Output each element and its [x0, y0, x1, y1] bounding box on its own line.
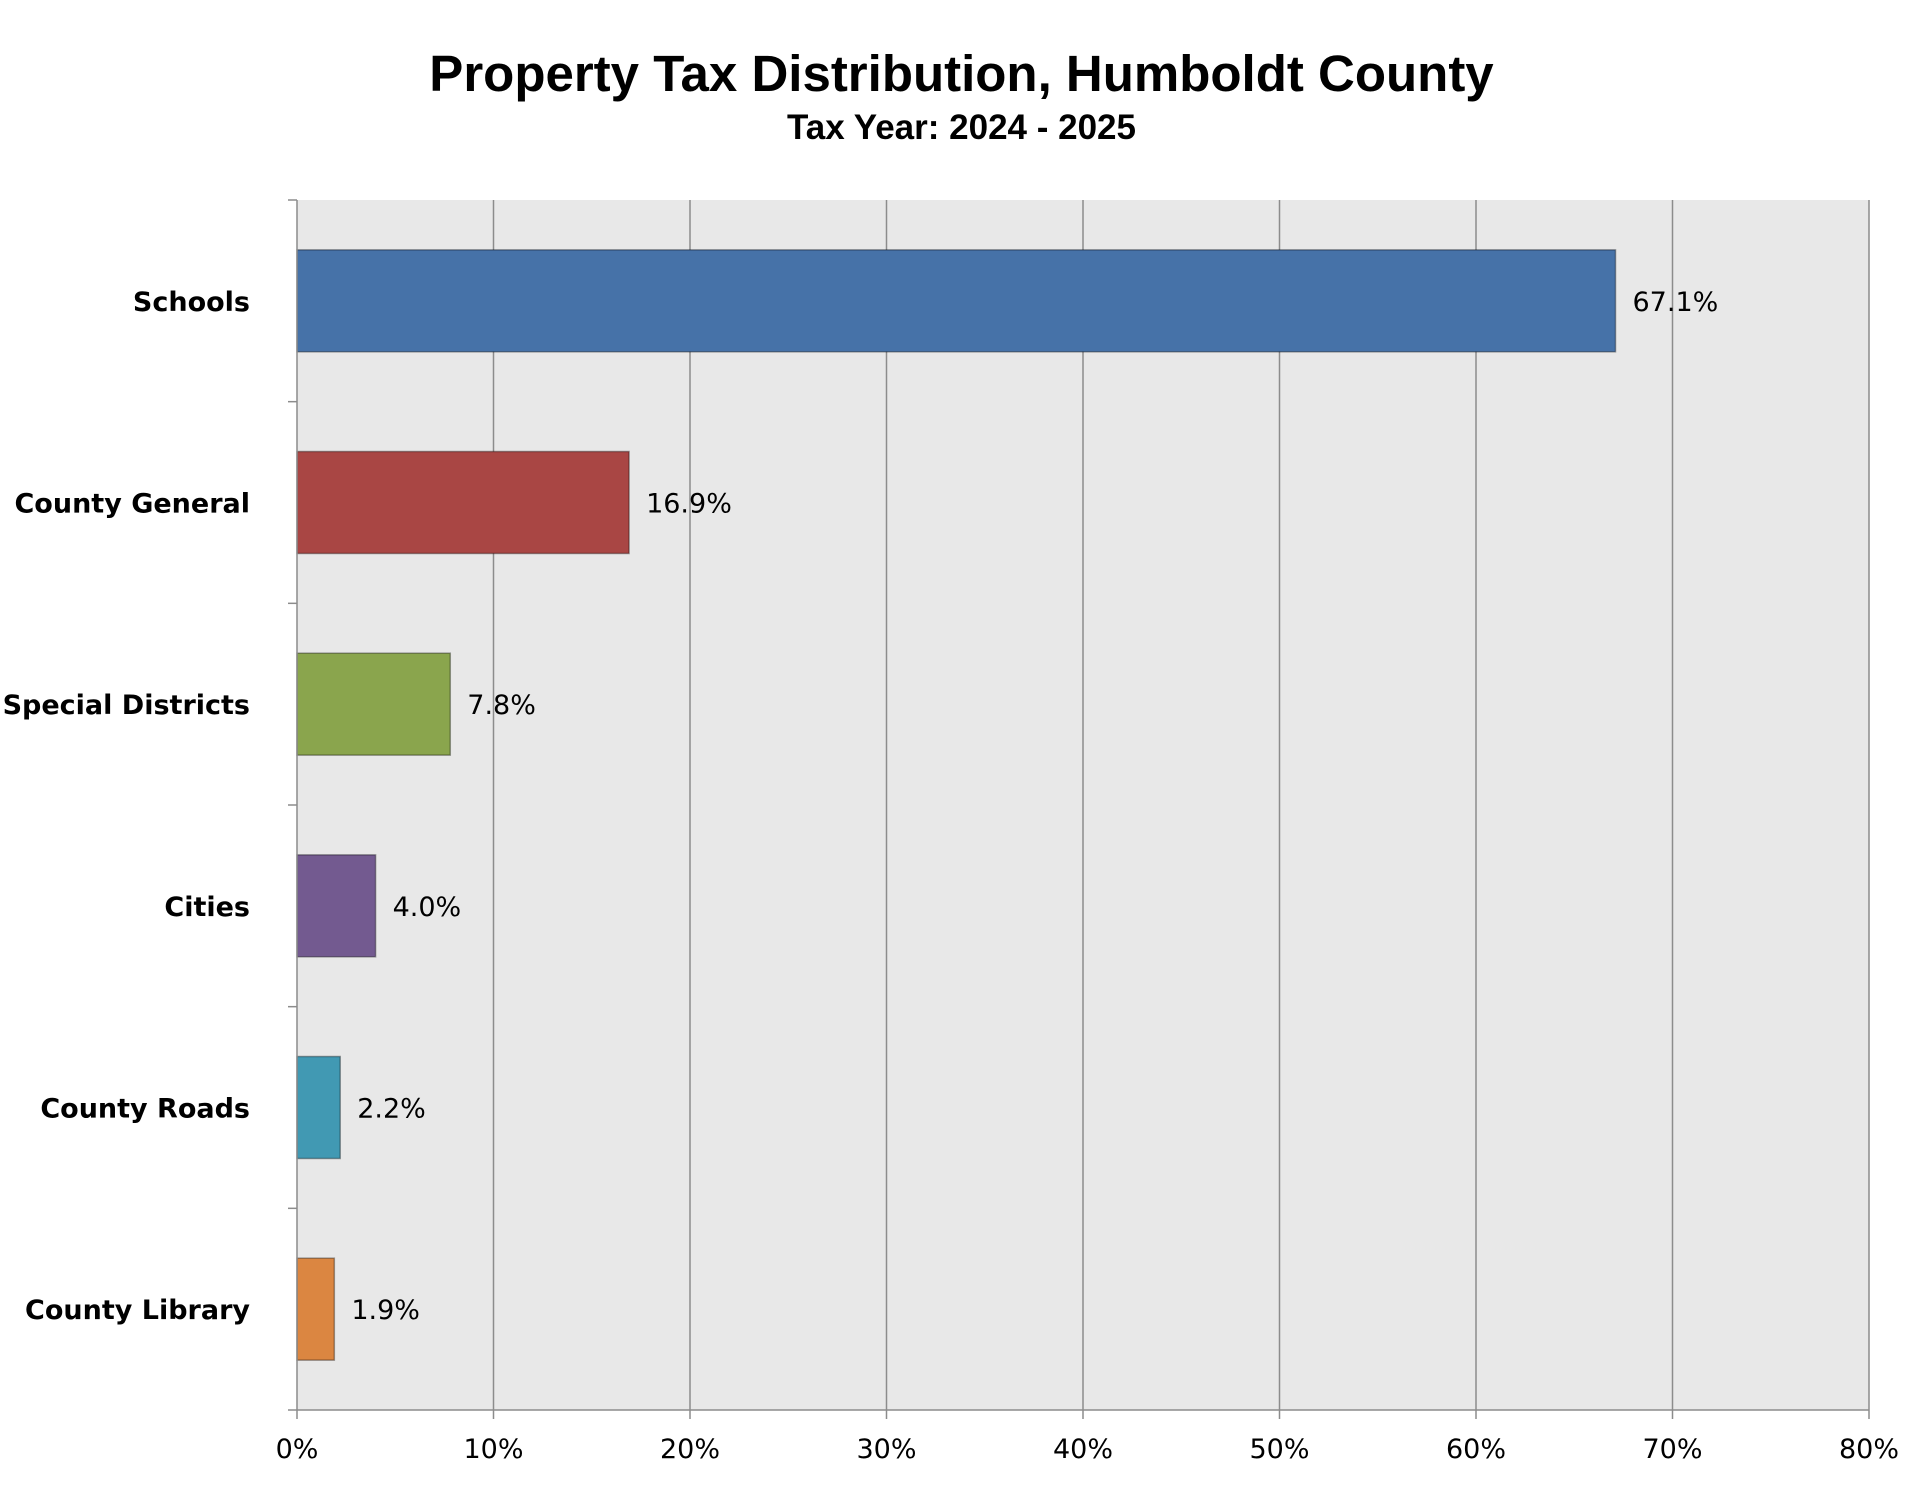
value-label-3: 4.0%	[393, 892, 462, 923]
x-tick-label-5: 50%	[1249, 1434, 1309, 1465]
bar-3	[296, 854, 377, 958]
category-label-2: Special Districts	[3, 690, 250, 721]
value-label-4: 2.2%	[357, 1094, 426, 1125]
bar-0	[296, 249, 1617, 353]
x-tick-label-3: 30%	[856, 1434, 916, 1465]
x-tick-label-4: 40%	[1053, 1434, 1113, 1465]
x-tick-label-2: 20%	[660, 1434, 720, 1465]
category-label-3: Cities	[164, 892, 250, 923]
bar-1	[296, 450, 630, 555]
x-tick-label-7: 70%	[1642, 1434, 1702, 1465]
category-label-1: County General	[14, 489, 250, 520]
bar-4	[296, 1055, 341, 1160]
bar-5	[296, 1257, 336, 1361]
category-label-4: County Roads	[40, 1094, 250, 1125]
value-label-0: 67.1%	[1633, 287, 1719, 318]
x-tick-label-6: 60%	[1446, 1434, 1506, 1465]
x-tick-label-8: 80%	[1839, 1434, 1899, 1465]
value-label-1: 16.9%	[646, 489, 732, 520]
value-label-5: 1.9%	[351, 1295, 420, 1326]
x-tick-label-1: 10%	[463, 1434, 523, 1465]
chart-title: Property Tax Distribution, Humboldt Coun…	[429, 45, 1494, 102]
chart-subtitle: Tax Year: 2024 - 2025	[787, 108, 1136, 147]
x-tick-label-0: 0%	[276, 1434, 319, 1465]
category-label-0: Schools	[133, 287, 250, 318]
category-label-5: County Library	[25, 1295, 250, 1326]
value-label-2: 7.8%	[467, 690, 536, 721]
bar-2	[296, 652, 452, 756]
